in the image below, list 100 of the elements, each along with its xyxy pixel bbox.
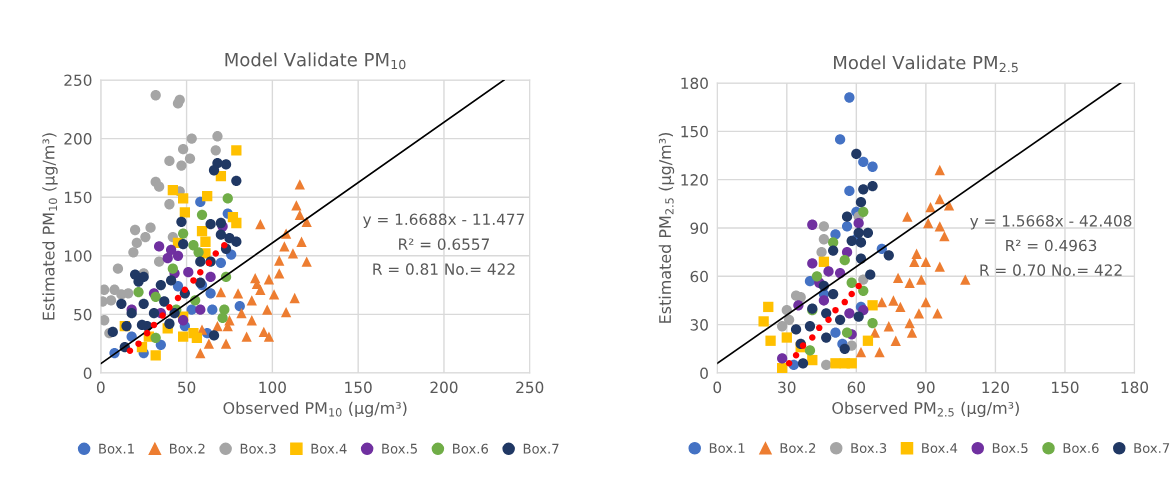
y-tick-label: 250 xyxy=(64,74,92,87)
point xyxy=(155,339,166,350)
point xyxy=(839,343,850,354)
point xyxy=(191,332,203,343)
point xyxy=(853,311,864,322)
point xyxy=(862,335,874,346)
point xyxy=(212,250,220,257)
point xyxy=(193,247,204,258)
point xyxy=(222,193,233,204)
point xyxy=(818,295,830,306)
point xyxy=(888,295,899,306)
point xyxy=(895,301,906,313)
point xyxy=(841,298,849,306)
point xyxy=(178,315,189,326)
point xyxy=(777,362,788,373)
point xyxy=(920,296,932,308)
legend-label: Box.4 xyxy=(311,443,347,454)
legend-label: Box.3 xyxy=(240,443,276,454)
point xyxy=(858,285,869,296)
x-tick-label: 250 xyxy=(516,381,544,394)
point xyxy=(155,279,166,291)
point xyxy=(934,164,945,176)
point xyxy=(215,217,227,229)
annotation: R = 0.70 No.= 422 xyxy=(980,264,1122,276)
chart-title: Model Validate PM$_{10}$ xyxy=(225,52,406,70)
point xyxy=(197,268,204,276)
point xyxy=(807,354,818,366)
annotation: y = 1.5668x - 42.408 xyxy=(970,215,1132,230)
point xyxy=(960,274,971,285)
y-tick-label: 30 xyxy=(690,319,708,331)
point xyxy=(811,271,823,282)
x-tick-label: 150 xyxy=(1052,381,1079,394)
point xyxy=(790,324,802,335)
point xyxy=(164,199,175,210)
point xyxy=(883,250,894,261)
x-tick-label: 150 xyxy=(345,381,372,394)
point xyxy=(763,301,774,313)
point xyxy=(934,193,945,205)
point xyxy=(821,332,832,343)
point xyxy=(867,180,878,192)
point xyxy=(178,228,189,239)
annotation: R² = 0.4963 xyxy=(1006,239,1097,252)
point xyxy=(140,231,151,243)
point xyxy=(133,286,144,298)
point xyxy=(301,256,312,267)
point xyxy=(785,360,793,367)
point xyxy=(205,219,216,230)
point xyxy=(150,321,158,329)
legend-label: Box.3 xyxy=(851,443,887,454)
point xyxy=(172,98,184,109)
point xyxy=(289,292,300,304)
point xyxy=(205,271,216,283)
point xyxy=(823,266,834,277)
point xyxy=(164,155,175,167)
legend-label: Box.7 xyxy=(1134,443,1170,454)
point xyxy=(207,304,218,315)
point xyxy=(100,284,110,295)
y-tick-label: 120 xyxy=(681,174,708,186)
y-tick-label: 150 xyxy=(681,125,708,138)
y-tick-label: 0 xyxy=(83,367,92,379)
point xyxy=(844,92,855,103)
point xyxy=(128,247,139,258)
point xyxy=(821,359,832,371)
point xyxy=(231,175,242,186)
point xyxy=(818,234,830,245)
point xyxy=(939,230,950,242)
point xyxy=(116,298,127,309)
legend-label: Box.5 xyxy=(992,443,1028,454)
point xyxy=(196,226,208,237)
y-tick-label: 50 xyxy=(74,308,92,321)
legend-label: Box.5 xyxy=(382,443,417,454)
x-tick-label: 90 xyxy=(917,381,935,394)
point xyxy=(291,200,302,211)
point xyxy=(818,256,830,267)
point xyxy=(925,201,936,213)
point xyxy=(263,274,275,285)
point xyxy=(167,263,179,274)
point xyxy=(195,256,206,267)
point xyxy=(148,308,160,319)
point xyxy=(904,277,915,288)
point xyxy=(274,255,285,266)
point xyxy=(934,261,945,272)
point xyxy=(858,206,869,218)
point xyxy=(105,295,117,306)
point xyxy=(804,321,816,332)
point xyxy=(830,358,841,369)
point xyxy=(263,331,275,342)
point xyxy=(178,238,189,250)
point xyxy=(839,255,850,266)
point xyxy=(862,227,874,238)
point xyxy=(867,300,878,311)
point xyxy=(923,218,934,229)
x-tick-label: 180 xyxy=(1121,381,1149,394)
point xyxy=(913,308,925,319)
point xyxy=(799,342,807,349)
point xyxy=(195,347,206,359)
legend-label: Box.1 xyxy=(99,443,134,454)
point xyxy=(215,286,227,298)
y-tick-label: 150 xyxy=(64,191,92,204)
point xyxy=(231,236,242,247)
